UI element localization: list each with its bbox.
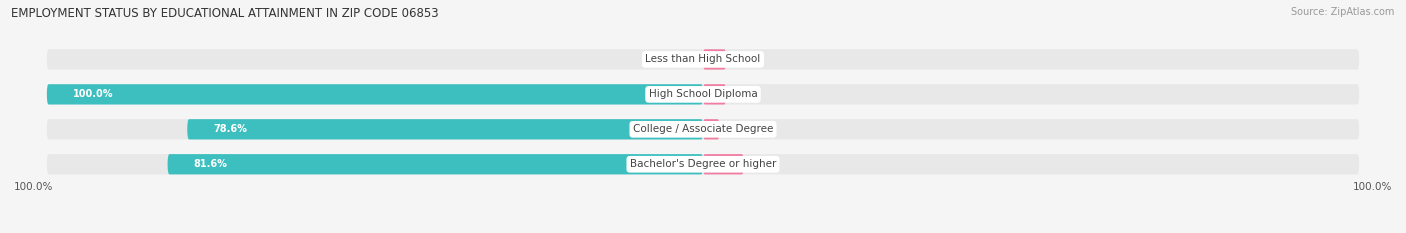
FancyBboxPatch shape xyxy=(46,154,1360,174)
FancyBboxPatch shape xyxy=(703,154,744,174)
FancyBboxPatch shape xyxy=(167,154,703,174)
Text: 0.0%: 0.0% xyxy=(735,55,761,64)
Text: Source: ZipAtlas.com: Source: ZipAtlas.com xyxy=(1291,7,1395,17)
Text: Less than High School: Less than High School xyxy=(645,55,761,64)
Text: Bachelor's Degree or higher: Bachelor's Degree or higher xyxy=(630,159,776,169)
Text: 0.0%: 0.0% xyxy=(735,89,761,99)
Text: EMPLOYMENT STATUS BY EDUCATIONAL ATTAINMENT IN ZIP CODE 06853: EMPLOYMENT STATUS BY EDUCATIONAL ATTAINM… xyxy=(11,7,439,20)
FancyBboxPatch shape xyxy=(703,84,725,105)
Text: 81.6%: 81.6% xyxy=(194,159,228,169)
FancyBboxPatch shape xyxy=(46,49,1360,69)
Text: 78.6%: 78.6% xyxy=(214,124,247,134)
Text: 2.5%: 2.5% xyxy=(730,124,754,134)
Text: 0.0%: 0.0% xyxy=(650,55,673,64)
FancyBboxPatch shape xyxy=(46,119,1360,139)
FancyBboxPatch shape xyxy=(187,119,703,139)
Text: 100.0%: 100.0% xyxy=(1353,182,1392,192)
FancyBboxPatch shape xyxy=(46,84,1360,105)
FancyBboxPatch shape xyxy=(703,49,725,69)
Text: 6.2%: 6.2% xyxy=(754,159,778,169)
FancyBboxPatch shape xyxy=(46,84,703,105)
Text: College / Associate Degree: College / Associate Degree xyxy=(633,124,773,134)
FancyBboxPatch shape xyxy=(703,119,720,139)
Text: 100.0%: 100.0% xyxy=(73,89,114,99)
Text: 100.0%: 100.0% xyxy=(14,182,53,192)
Text: High School Diploma: High School Diploma xyxy=(648,89,758,99)
